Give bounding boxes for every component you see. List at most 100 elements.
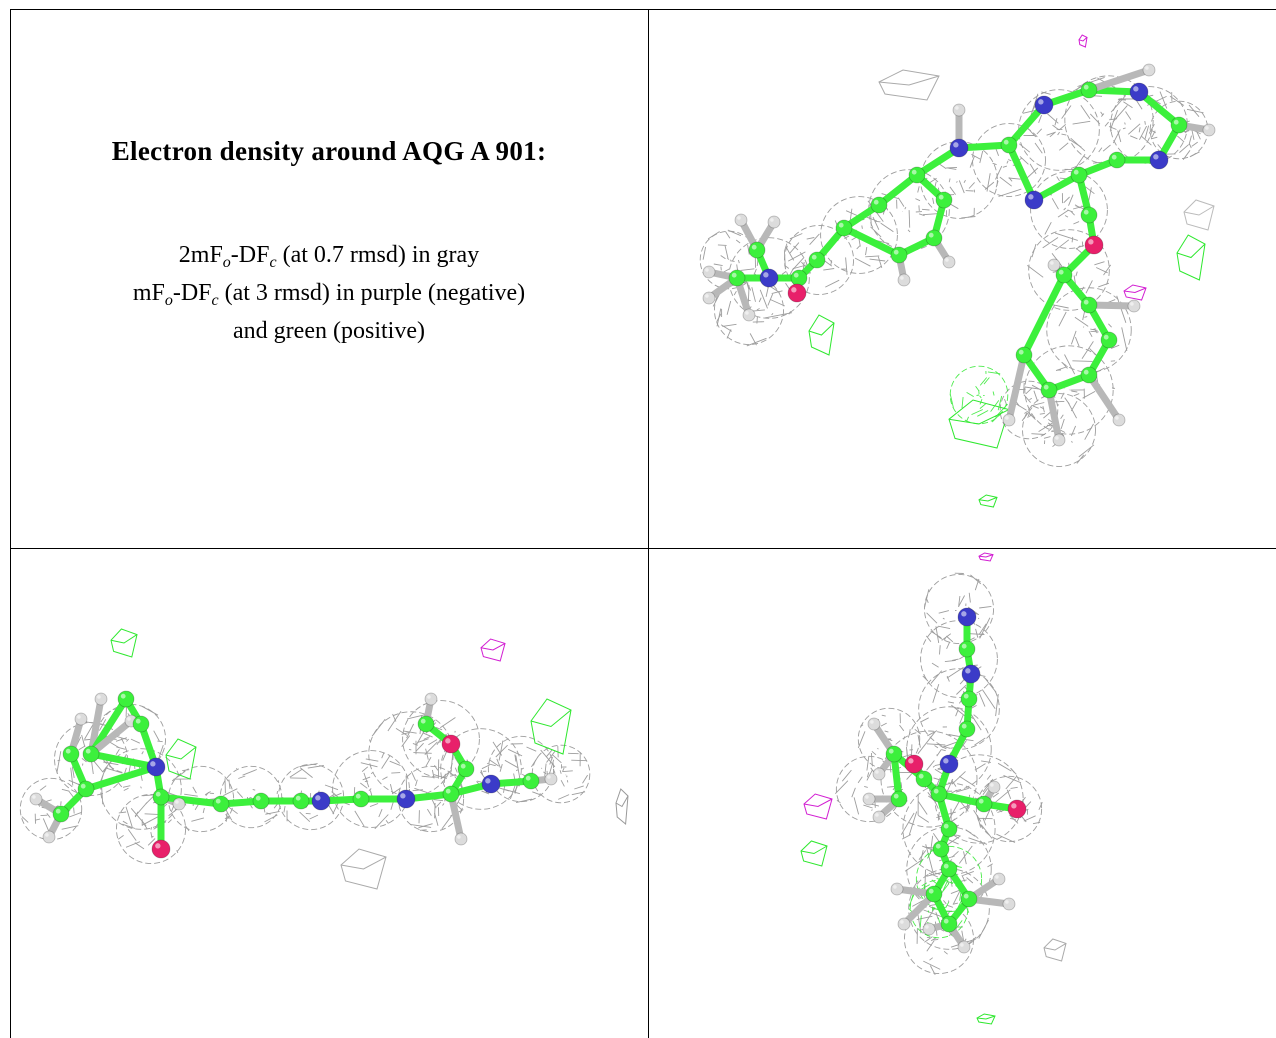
density-2fofc-mesh-strand	[1186, 108, 1204, 114]
ligand-end-atom-h	[957, 940, 971, 954]
ligand-side-atom-c	[77, 780, 95, 798]
density-2fofc-mesh-contour	[115, 793, 187, 865]
density-2fofc-mesh-strand	[880, 722, 887, 727]
density-2fofc-mesh-strand	[952, 888, 962, 905]
density-2fofc-mesh-strand	[1122, 127, 1126, 130]
density-2fofc-mesh-strand	[1043, 436, 1051, 439]
ligand-end-atom-c-highlight	[935, 843, 941, 849]
ligand-top-atom-c-highlight	[873, 199, 879, 205]
ligand-side-atom-n-highlight	[315, 795, 321, 801]
density-2fofc-mesh-strand	[806, 237, 815, 240]
density-2fofc-mesh-strand	[496, 758, 501, 768]
density-2fofc-mesh-strand	[1058, 311, 1067, 327]
density-2fofc-mesh-strand	[1061, 105, 1072, 119]
density-2fofc-mesh-strand	[401, 735, 411, 747]
density-fragment	[1183, 199, 1215, 231]
ligand-top-atom-h-highlight	[737, 216, 741, 220]
density-positive-fragment-outline	[110, 628, 138, 658]
caption-line1-c: (at 0.7 rmsd) in gray	[276, 242, 480, 268]
density-2fofc-mesh-strand	[725, 231, 731, 239]
ligand-top-atom-h-highlight	[1055, 436, 1059, 440]
ligand-top-atom-c	[1000, 136, 1018, 154]
density-2fofc-mesh-strand	[134, 842, 145, 850]
ligand-side-atom-n-highlight	[400, 793, 406, 799]
density-positive-mesh-strand	[927, 910, 930, 913]
ligand-side-atom-c-highlight	[215, 798, 221, 804]
density-negative-fragment	[480, 638, 506, 662]
ligand-side-atom-c-highlight	[155, 791, 161, 797]
density-positive-fragment-outline	[800, 840, 828, 867]
density-positive-mesh-strand	[945, 901, 950, 908]
density-view-side	[11, 549, 648, 1038]
density-2fofc-mesh-strand	[1151, 136, 1158, 140]
density-2fofc-mesh-strand	[992, 792, 999, 798]
density-2fofc-mesh-strand	[1008, 177, 1021, 180]
density-2fofc-mesh-strand	[1038, 114, 1043, 123]
ligand-top-atom-c-highlight	[1083, 369, 1089, 375]
density-2fofc-mesh	[834, 572, 1043, 976]
ligand-top-atom-c-highlight	[928, 232, 934, 238]
density-2fofc-mesh-strand	[1139, 125, 1147, 141]
density-2fofc-mesh-strand	[727, 257, 730, 260]
density-2fofc-mesh-strand	[960, 740, 967, 749]
density-2fofc-mesh-strand	[925, 844, 934, 875]
density-2fofc-mesh-strand	[1068, 194, 1074, 206]
density-2fofc-mesh-strand	[1051, 198, 1059, 210]
density-2fofc-mesh-strand	[1076, 454, 1085, 464]
density-2fofc-mesh-strand	[717, 244, 727, 246]
caption-line1-a: 2mF	[178, 242, 223, 268]
density-2fofc-mesh-strand	[943, 900, 947, 905]
density-2fofc-mesh-strand	[963, 179, 966, 184]
ligand-side-atom-c	[457, 760, 475, 778]
density-2fofc-mesh-strand	[861, 225, 863, 229]
density-2fofc-mesh-strand	[857, 731, 866, 749]
density-2fofc-mesh-strand	[412, 789, 424, 792]
density-2fofc-mesh-strand	[1123, 101, 1133, 109]
density-2fofc-mesh-strand	[947, 800, 961, 822]
density-2fofc-mesh-strand	[176, 850, 179, 854]
density-2fofc-mesh-strand	[122, 820, 128, 825]
density-2fofc-mesh-strand	[789, 242, 800, 254]
ligand-top-atom-h-highlight	[1205, 126, 1209, 130]
density-2fofc-mesh-strand	[1090, 328, 1098, 331]
density-2fofc-mesh-strand	[933, 938, 939, 941]
density-view-end	[649, 549, 1276, 1038]
density-2fofc-mesh-strand	[926, 940, 935, 952]
ligand-top-atom-o	[1084, 235, 1104, 255]
density-2fofc-mesh-strand	[863, 804, 873, 809]
density-2fofc-mesh-strand	[968, 592, 971, 603]
density-positive-mesh-strand	[966, 416, 970, 422]
density-2fofc-mesh-strand	[792, 256, 805, 271]
ligand-end-atom-h	[890, 882, 904, 896]
density-2fofc-mesh-strand	[1090, 330, 1099, 333]
density-positive-fragment	[808, 314, 835, 356]
density-2fofc-mesh-strand	[122, 823, 136, 829]
ligand-end-atom-c-highlight	[893, 793, 899, 799]
density-2fofc-mesh-strand	[856, 245, 861, 250]
density-2fofc-mesh-strand	[117, 835, 124, 840]
density-2fofc-mesh-strand	[1016, 403, 1027, 411]
ligand-side-atom-c	[152, 788, 170, 806]
ligand-end-atom-h-highlight	[875, 813, 879, 817]
density-2fofc-mesh-strand	[410, 771, 417, 781]
density-2fofc-mesh-strand	[391, 772, 401, 774]
caption-line1-sub-c: c	[269, 254, 277, 271]
density-2fofc-mesh-strand	[126, 738, 130, 742]
ligand-side-atom-c	[132, 715, 150, 733]
density-2fofc-mesh-strand	[1141, 136, 1152, 146]
ligand-side-atom-c-highlight	[355, 793, 361, 799]
density-2fofc-mesh-strand	[1023, 382, 1025, 394]
density-negative-fragment-edge	[1078, 37, 1088, 42]
ligand-end-atom-n	[939, 754, 959, 774]
density-2fofc-mesh-strand	[845, 257, 848, 275]
density-positive-fragment	[165, 738, 197, 780]
ligand-top-bond	[875, 171, 921, 209]
density-positive-mesh-strand	[949, 394, 954, 408]
caption-line2-c: (at 3 rmsd) in purple (negative)	[218, 280, 526, 306]
density-2fofc-mesh-strand	[489, 759, 499, 767]
ligand-side-atom-c-highlight	[85, 748, 91, 754]
density-2fofc-mesh-strand	[917, 731, 936, 755]
ligand-top-atom-h-highlight	[900, 276, 904, 280]
ligand-side-atom-h-highlight	[45, 833, 49, 837]
ligand-side-atom-c-highlight	[120, 693, 126, 699]
